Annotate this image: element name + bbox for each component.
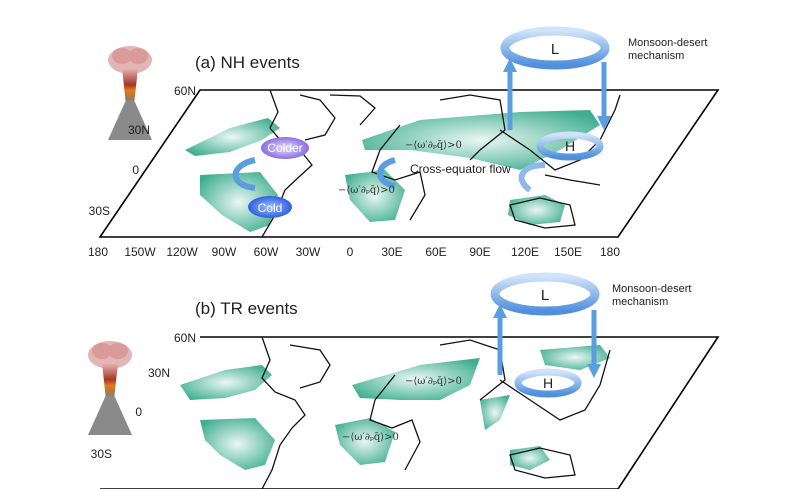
cold-label: Cold — [258, 201, 283, 215]
overturning-arrow-icon — [232, 157, 256, 191]
mechanism-label: Monsoon-desert — [628, 37, 708, 49]
low-circulation-icon: L — [500, 26, 610, 70]
colder-label: Colder — [267, 141, 302, 155]
lat-label: 60N — [174, 331, 196, 345]
lon-label: 180 — [600, 245, 620, 259]
map-frame — [100, 336, 720, 489]
lat-label: 30S — [89, 204, 110, 218]
lat-label: 30N — [148, 366, 170, 380]
lat-label: 60N — [174, 84, 196, 98]
moisture-patches — [180, 345, 610, 470]
high-circulation-icon: H — [536, 131, 604, 161]
low-circulation-icon: L — [490, 272, 600, 316]
formula-north: −⟨ω′∂ₚq̄⟩>0 — [405, 376, 462, 387]
svg-text:H: H — [565, 138, 575, 154]
lat-label: 0 — [135, 405, 142, 419]
moisture-patches — [185, 110, 600, 232]
lon-label: 90E — [469, 245, 490, 259]
lon-label: 180 — [88, 245, 108, 259]
lon-label: 90W — [212, 245, 237, 259]
lat-label: 30S — [91, 447, 112, 461]
overturning-arrow-icon — [518, 162, 546, 193]
cold-blob — [248, 196, 292, 218]
lon-label: 120E — [511, 245, 539, 259]
colder-blob — [261, 137, 309, 159]
lon-label: 0 — [347, 245, 354, 259]
formula-south: −⟨ω′∂ₚq̄⟩>0 — [342, 432, 399, 443]
svg-text:L: L — [541, 287, 549, 304]
lon-axis: 180 150W 120W 90W 60W 30W 0 30E 60E 90E … — [88, 245, 620, 259]
svg-text:L: L — [551, 41, 559, 58]
panel-b: (b) TR events 60N 30N 0 30S L — [88, 272, 720, 489]
lon-label: 150E — [554, 245, 582, 259]
mechanism-label: mechanism — [612, 296, 668, 308]
lon-label: 60E — [425, 245, 446, 259]
coastlines — [261, 336, 611, 489]
volcano-icon — [88, 341, 132, 435]
svg-text:H: H — [543, 375, 553, 391]
map-frame — [98, 89, 720, 238]
formula-north: −⟨ω′∂ₚq̄⟩>0 — [405, 140, 462, 151]
panel-a: (a) NH events 60N 30N 0 30S — [88, 26, 720, 259]
lon-label: 30E — [381, 245, 402, 259]
lon-label: 120W — [166, 245, 198, 259]
overturning-arrow-icon — [377, 157, 396, 189]
mechanism-label: Monsoon-desert — [612, 283, 692, 295]
cross-equator-label: Cross-equator flow — [410, 162, 511, 176]
formula-south: −⟨ω′∂ₚq̄⟩>0 — [338, 185, 395, 196]
lon-label: 30W — [296, 245, 321, 259]
panel-a-title: (a) NH events — [195, 53, 300, 72]
lat-label: 30N — [128, 123, 150, 137]
lat-label: 0 — [132, 163, 139, 177]
high-circulation-icon: H — [514, 368, 582, 398]
lon-label: 60W — [254, 245, 279, 259]
mechanism-label: mechanism — [628, 50, 684, 62]
panel-b-title: (b) TR events — [195, 299, 298, 318]
lon-label: 150W — [124, 245, 156, 259]
